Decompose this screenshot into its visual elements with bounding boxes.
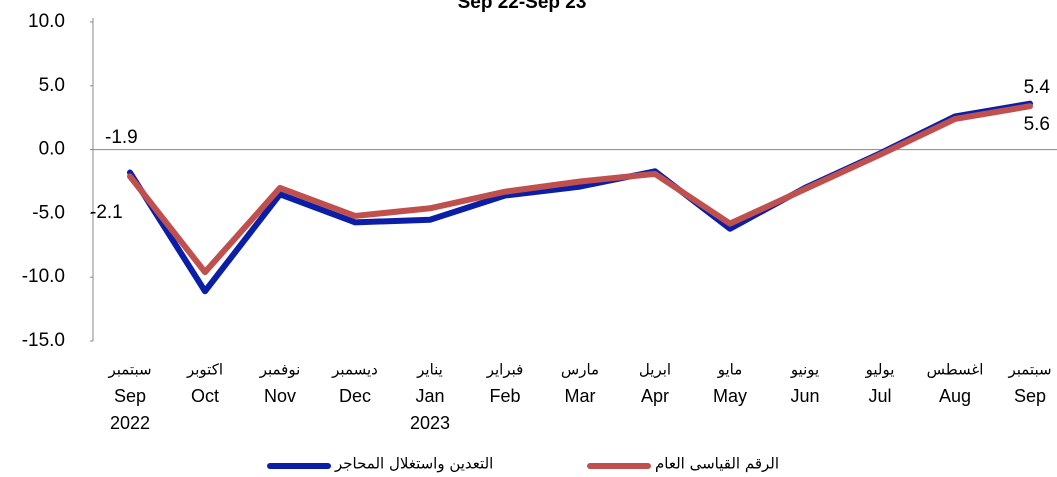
chart-title: Sep 22-Sep 23	[458, 0, 587, 13]
x-tick-label: يوليو	[865, 361, 895, 379]
legend-label: الرقم القياسى العام	[655, 455, 779, 473]
x-tick-label: May	[713, 386, 747, 406]
y-tick-label: -10.0	[22, 266, 65, 287]
x-tick-label: نوفمبر	[259, 361, 301, 379]
x-tick-label: Dec	[339, 386, 371, 406]
x-tick-label: Apr	[641, 386, 669, 406]
y-tick-label: 5.0	[39, 75, 65, 96]
x-tick-label: يونيو	[790, 361, 819, 379]
x-tick-label: Nov	[264, 386, 296, 406]
x-tick-label: Aug	[939, 386, 971, 406]
x-tick-label: ديسمبر	[331, 361, 378, 379]
x-tick-label: Jun	[790, 386, 819, 406]
x-tick-label: Sep	[114, 386, 146, 406]
x-tick-label: اكتوبر	[186, 361, 223, 379]
x-tick-label: 2023	[410, 413, 450, 433]
x-tick-label: مارس	[561, 361, 599, 379]
x-tick-label: سبتمبر	[1007, 361, 1051, 379]
series-line	[127, 103, 1033, 276]
x-tick-label: Mar	[565, 386, 596, 406]
y-tick-label: 0.0	[39, 139, 65, 160]
legend-label: التعدين واستغلال المحاجر	[334, 455, 493, 473]
x-tick-label: Sep	[1014, 386, 1046, 406]
y-tick-label: 10.0	[28, 11, 65, 32]
annotation: 5.6	[1024, 114, 1050, 135]
annotation: -1.9	[105, 127, 138, 148]
x-tick-label: 2022	[110, 413, 150, 433]
annotation: 5.4	[1024, 77, 1051, 98]
x-tick-label: اغسطس	[927, 361, 984, 379]
y-tick-label: -15.0	[22, 330, 65, 351]
x-tick-label: سبتمبر	[107, 361, 151, 379]
series-line	[127, 100, 1033, 295]
x-tick-label: Oct	[191, 386, 219, 406]
x-tick-label: فبراير	[486, 361, 524, 379]
x-tick-label: Feb	[489, 386, 520, 406]
x-tick-label: Jul	[868, 386, 891, 406]
x-tick-label: يناير	[416, 361, 443, 379]
y-tick-label: -5.0	[32, 202, 65, 223]
x-tick-label: مايو	[717, 361, 743, 379]
x-tick-label: ابريل	[639, 361, 671, 379]
x-tick-label: Jan	[415, 386, 444, 406]
annotation: -2.1	[90, 202, 123, 223]
